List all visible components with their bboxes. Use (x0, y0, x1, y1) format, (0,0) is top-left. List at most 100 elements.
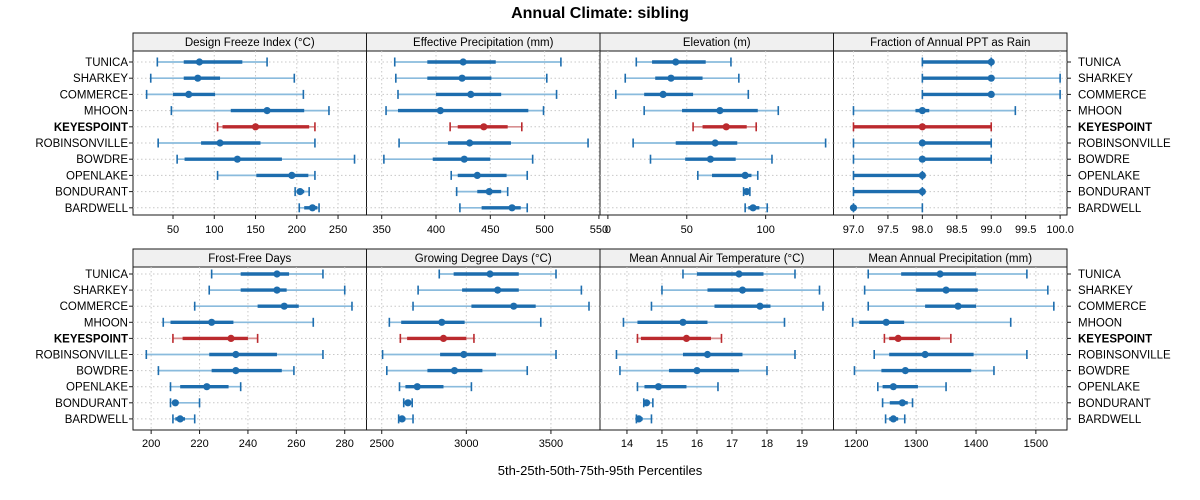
median-dot (882, 318, 890, 326)
median-dot (466, 139, 474, 147)
median-dot (508, 204, 516, 212)
site-labels-row-0: TUNICA TUNICA SHARKEY SHARKEY COMMERCE COMMER… (35, 57, 1171, 215)
panel-elevation-m: Elevation (m) 0 50 100 (599, 32, 834, 236)
axis-tick-label: 0 (605, 224, 611, 236)
median-dot (889, 383, 897, 391)
site-label-left-tunica: TUNICA (85, 57, 128, 69)
interval-bardwell (884, 414, 906, 424)
site-label-left-bowdre: BOWDRE (76, 154, 128, 166)
median-dot (194, 74, 202, 82)
interval-bardwell (172, 414, 196, 424)
interval-mhoon (170, 106, 330, 116)
median-dot (756, 302, 764, 310)
median-dot (918, 155, 926, 163)
median-dot (227, 334, 235, 342)
median-dot (494, 286, 502, 294)
axis-tick-label: 16 (691, 438, 703, 450)
x-axis-label: 5th-25th-50th-75th-95th Percentiles (497, 463, 703, 478)
axis-tick-label: 18 (761, 438, 773, 450)
interval-openlake (852, 170, 926, 180)
median-dot (232, 350, 240, 359)
strip-label: Mean Annual Air Temperature (°C) (629, 253, 804, 265)
interval-commerce (614, 89, 750, 99)
axis-tick-label: 50 (167, 224, 179, 236)
median-dot (473, 171, 481, 179)
median-dot (216, 139, 224, 147)
median-dot (486, 270, 494, 278)
median-dot (185, 90, 193, 98)
median-dot (485, 188, 493, 196)
panel-frost-free-days: Frost-Free Days 200 220 240 260 280 (132, 248, 367, 450)
interval-openlake (450, 170, 529, 180)
axis-tick-label: 99.0 (981, 224, 1002, 236)
interval-bowdre (853, 366, 995, 376)
median-dot (659, 90, 667, 98)
site-label-right-keyespoint: KEYESPOINT (1078, 333, 1152, 345)
median-dot (171, 399, 179, 407)
interval-bondurant (294, 187, 310, 197)
site-label-left-robinsonville: ROBINSONVILLE (35, 138, 128, 150)
axis-tick-label: 550 (590, 224, 608, 236)
axis-tick-label: 15 (656, 438, 668, 450)
site-label-left-keyespoint: KEYESPOINT (54, 122, 128, 134)
site-label-right-bardwell: BARDWELL (1078, 203, 1142, 215)
median-dot (722, 123, 730, 131)
axis-tick-label: 220 (190, 438, 208, 450)
median-dot (682, 334, 691, 342)
interval-robinsonville (145, 350, 324, 359)
median-dot (849, 204, 858, 212)
interval-commerce (397, 89, 558, 99)
axis-tick-label: 1200 (844, 438, 868, 450)
interval-sharkey (661, 285, 821, 295)
axis-tick-label: 450 (481, 224, 499, 236)
site-label-left-bardwell: BARDWELL (65, 414, 129, 426)
strip-label: Frost-Free Days (208, 253, 291, 265)
interval-keyespoint (216, 122, 316, 132)
axis-tick-label: 99.5 (1015, 224, 1036, 236)
axis-tick-label: 500 (535, 224, 553, 236)
site-label-left-commerce: COMMERCE (60, 301, 129, 313)
site-label-left-mhoon: MHOON (84, 106, 128, 118)
median-dot (921, 350, 929, 359)
median-dot (987, 58, 995, 66)
median-dot (894, 334, 902, 342)
axis-tick-label: 150 (246, 224, 264, 236)
interval-bowdre (176, 154, 356, 164)
site-label-right-robinsonville: ROBINSONVILLE (1078, 350, 1171, 362)
interval-keyespoint (172, 333, 259, 343)
interval-bardwell (635, 414, 653, 424)
site-label-right-robinsonville: ROBINSONVILLE (1078, 138, 1171, 150)
panel-mean-annual-precipitation-mm: Mean Annual Precipitation (mm) 1200 1300 14… (833, 248, 1068, 450)
site-label-left-mhoon: MHOON (84, 317, 128, 329)
interval-tunica (393, 57, 562, 67)
interval-bardwell (298, 203, 320, 213)
median-dot (901, 367, 909, 375)
median-dot (706, 155, 715, 163)
interval-commerce (145, 89, 305, 99)
median-dot (679, 318, 687, 326)
median-dot (438, 318, 446, 326)
median-dot (510, 302, 518, 310)
interval-openlake (636, 382, 719, 392)
axis-tick-label: 2500 (369, 438, 393, 450)
site-label-right-bowdre: BOWDRE (1078, 154, 1130, 166)
interval-bondurant (881, 398, 914, 408)
interval-mhoon (643, 106, 780, 116)
median-dot (642, 399, 651, 407)
median-dot (459, 58, 467, 66)
median-dot (176, 415, 184, 423)
median-dot (987, 90, 995, 98)
interval-keyespoint (399, 333, 475, 343)
median-dot (308, 204, 317, 212)
site-label-right-tunica: TUNICA (1078, 269, 1121, 281)
interval-openlake (697, 170, 759, 180)
median-dot (667, 74, 675, 82)
median-dot (450, 367, 459, 375)
median-dot (413, 383, 421, 391)
site-label-right-mhoon: MHOON (1078, 317, 1122, 329)
interval-bondurant (169, 398, 201, 408)
axis-tick-label: 1500 (1024, 438, 1048, 450)
strip-label: Design Freeze Index (°C) (185, 37, 315, 49)
interval-bowdre (649, 154, 773, 164)
interval-bondurant (852, 187, 926, 197)
